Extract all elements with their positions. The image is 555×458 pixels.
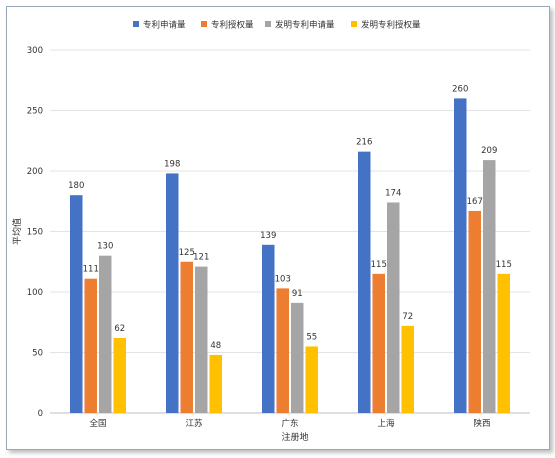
data-label: 103	[275, 274, 291, 284]
y-axis-ticks: 0 50 100 150 200 250 300	[27, 46, 43, 419]
legend-label: 专利授权量	[211, 20, 254, 31]
bar	[468, 210, 481, 413]
x-axis-ticks: 全国 江苏 广东 上海 陕西	[89, 418, 490, 429]
data-label: 48	[210, 341, 221, 351]
bar	[84, 278, 97, 413]
x-tick-label: 广东	[281, 418, 298, 429]
data-label: 198	[164, 159, 180, 169]
x-tick-label: 全国	[89, 418, 106, 429]
x-tick-label: 江苏	[185, 418, 203, 429]
data-label: 139	[260, 231, 276, 241]
bar	[483, 160, 496, 413]
legend-swatch	[133, 21, 139, 27]
data-label: 209	[481, 146, 497, 156]
data-label: 260	[452, 84, 468, 94]
bars	[70, 98, 510, 414]
y-tick-label: 250	[27, 107, 43, 117]
y-tick-label: 50	[32, 349, 43, 359]
bar	[262, 244, 275, 413]
x-tick-label: 陕西	[473, 418, 490, 429]
bar	[276, 288, 289, 413]
legend: 专利申请量 专利授权量 发明专利申请量 发明专利授权量	[133, 20, 421, 31]
data-label: 62	[114, 324, 125, 334]
bar	[195, 266, 208, 413]
y-tick-label: 100	[27, 288, 43, 298]
bar	[358, 151, 371, 413]
x-axis-title: 注册地	[281, 431, 308, 443]
bar	[387, 202, 400, 413]
bar	[497, 273, 510, 413]
data-label: 216	[356, 138, 372, 148]
bar	[454, 98, 467, 414]
legend-label: 发明专利申请量	[275, 20, 335, 31]
data-label: 55	[306, 332, 317, 342]
x-tick-label: 上海	[377, 418, 395, 429]
data-label: 167	[467, 197, 483, 207]
data-label: 115	[496, 260, 512, 270]
data-label: 115	[371, 260, 387, 270]
bar	[372, 273, 385, 413]
bar	[291, 302, 304, 413]
data-label: 130	[97, 242, 113, 252]
data-label: 72	[402, 312, 413, 322]
legend-swatch	[201, 21, 207, 27]
y-tick-label: 150	[27, 228, 43, 238]
y-axis-title: 平均值	[11, 218, 23, 245]
bar	[99, 255, 112, 413]
data-label: 111	[83, 265, 99, 275]
data-label: 121	[193, 253, 209, 263]
legend-swatch	[265, 21, 271, 27]
bar	[166, 173, 179, 413]
legend-swatch	[351, 21, 357, 27]
data-label: 125	[179, 248, 195, 258]
y-tick-label: 200	[27, 167, 43, 177]
legend-label: 专利申请量	[143, 20, 186, 31]
bar	[180, 261, 193, 413]
bar	[70, 195, 83, 413]
y-tick-label: 300	[27, 46, 43, 56]
bar	[401, 325, 414, 413]
gridlines	[50, 49, 530, 414]
data-label: 180	[68, 181, 84, 191]
data-label: 174	[385, 188, 401, 198]
legend-label: 发明专利授权量	[361, 20, 421, 31]
bar	[305, 346, 318, 413]
y-tick-label: 0	[38, 409, 43, 419]
bar	[209, 354, 222, 413]
bar	[113, 337, 126, 413]
data-label: 91	[292, 289, 303, 299]
